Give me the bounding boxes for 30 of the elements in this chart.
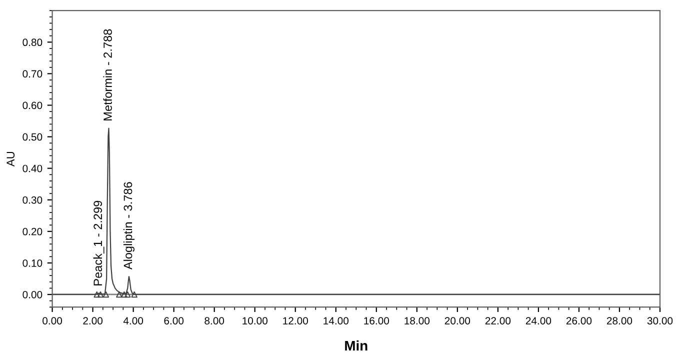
x-tick-label: 22.00 — [485, 317, 511, 324]
x-tick-label: 2.00 — [83, 317, 103, 324]
y-tick-label: 0.00 — [22, 290, 42, 298]
x-tick-label: 26.00 — [566, 317, 592, 324]
y-tick-label: 0.20 — [22, 228, 42, 236]
y-tick-label: 0.40 — [22, 164, 42, 172]
x-tick-label: 20.00 — [444, 317, 470, 324]
y-tick-label: 0.70 — [22, 70, 42, 78]
x-tick-label: 28.00 — [606, 317, 632, 324]
x-tick-label: 16.00 — [364, 317, 390, 324]
x-tick-label: 8.00 — [204, 317, 224, 324]
x-tick-label: 10.00 — [242, 317, 268, 324]
x-tick-label: 4.00 — [123, 317, 144, 324]
x-tick-label: 24.00 — [526, 317, 552, 324]
x-tick-label: 18.00 — [404, 317, 430, 324]
y-tick-label: 0.60 — [22, 102, 42, 110]
y-tick-label: 0.50 — [22, 133, 42, 141]
y-tick-label: 0.30 — [22, 196, 42, 204]
annotation: Peack_1 - 2.299 — [93, 200, 104, 286]
x-tick-label: 30.00 — [647, 317, 673, 324]
x-tick-label: 0.00 — [42, 317, 62, 324]
x-axis-title: Min — [345, 340, 368, 350]
y-tick-label: 0.10 — [22, 259, 42, 267]
y-tick-label: 0.80 — [22, 38, 42, 46]
annotation: Metformin - 2.788 — [103, 29, 112, 120]
x-tick-label: 14.00 — [324, 317, 349, 324]
x-tick-label: 12.00 — [283, 317, 308, 324]
x-tick-label: 6.00 — [164, 317, 184, 324]
y-axis-title: AU — [6, 152, 15, 167]
annotation: Alogliptin - 3.786 — [123, 182, 134, 270]
